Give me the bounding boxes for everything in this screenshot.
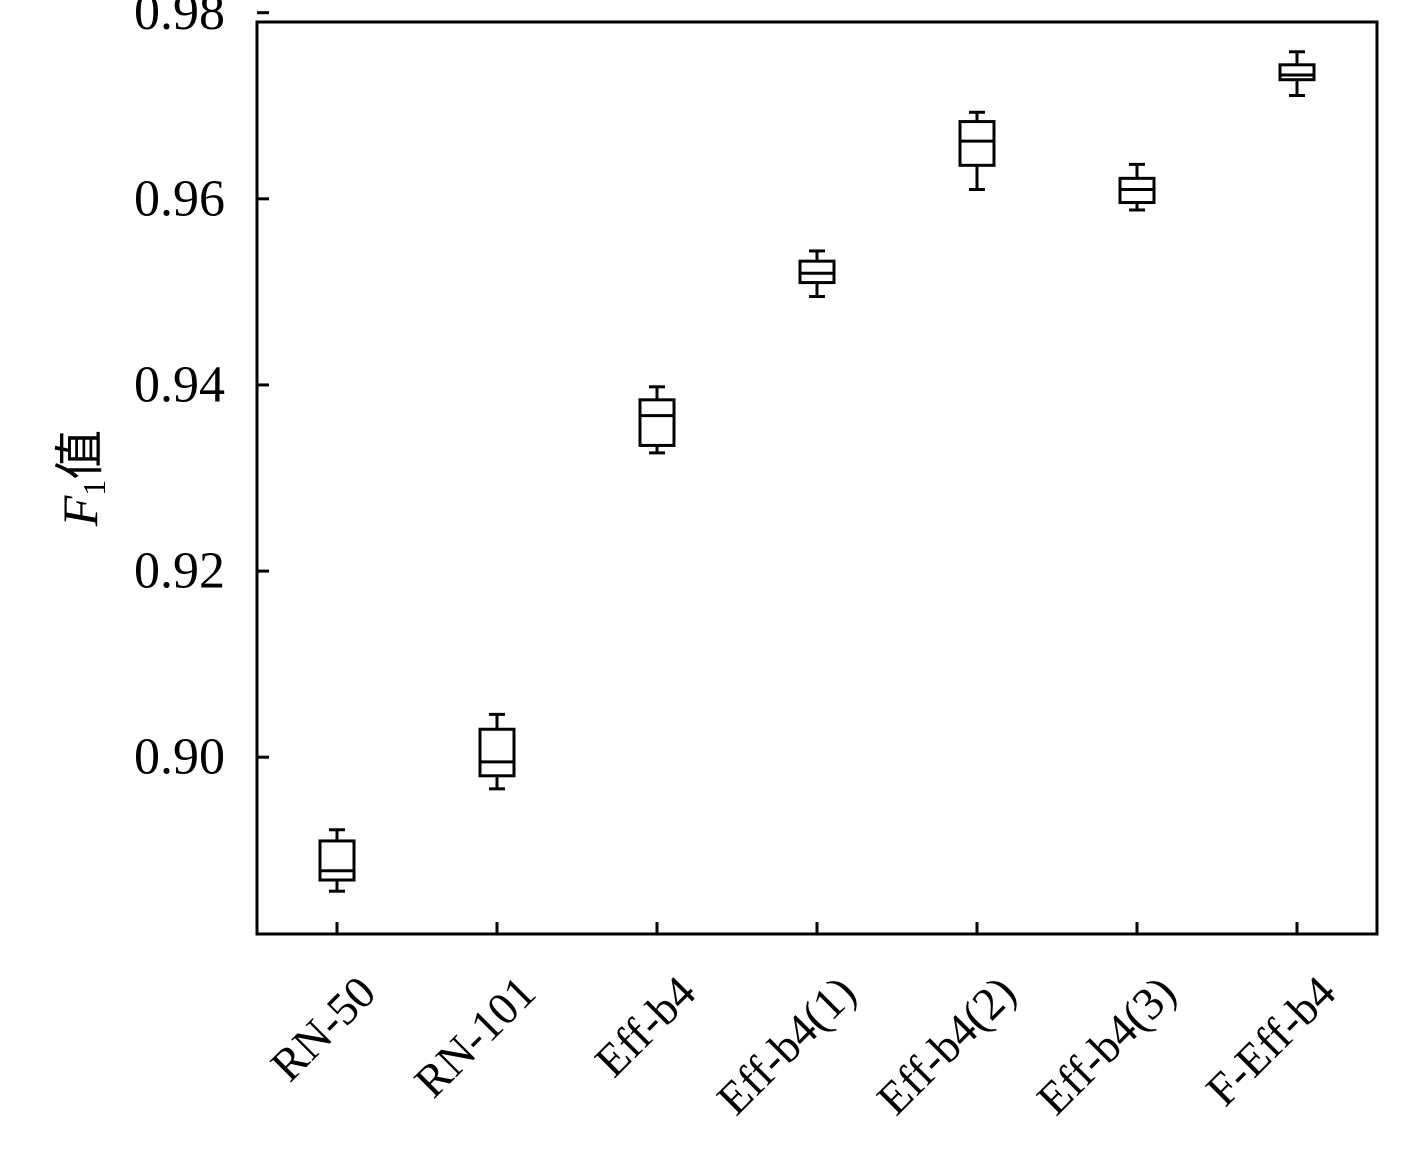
x-tick-label: RN-50	[261, 966, 386, 1091]
x-tick-label: Eff-b4(1)	[707, 966, 865, 1124]
box-4	[798, 249, 836, 299]
box-1	[318, 828, 356, 893]
box-iqr	[1278, 63, 1316, 82]
x-tick-label: Eff-b4(3)	[1027, 966, 1185, 1124]
x-tick-label: Eff-b4	[585, 966, 705, 1086]
box-iqr	[478, 727, 516, 778]
boxes-layer	[318, 50, 1316, 893]
box-2	[478, 712, 516, 791]
box-7	[1278, 50, 1316, 98]
y-tick-label: 0.98	[134, 0, 225, 41]
y-ticks-layer: 0.90 0.92 0.94 0.96 0.98	[134, 0, 269, 786]
box-6	[1118, 162, 1156, 212]
y-tick-label: 0.94	[134, 356, 225, 413]
y-tick-label: 0.92	[134, 543, 225, 600]
box-3	[638, 385, 676, 455]
y-axis-label-main: F	[52, 495, 108, 527]
x-ticks-layer: RN-50 RN-101 Eff-b4 Eff-b4(1) Eff-b4(2) Eff-b…	[261, 922, 1345, 1124]
y-tick-label: 0.90	[134, 729, 225, 786]
x-tick-label: RN-101	[404, 966, 545, 1107]
x-tick-label: Eff-b4(2)	[867, 966, 1025, 1124]
y-axis-label-suffix: 值	[52, 430, 108, 480]
x-tick-label: F-Eff-b4	[1196, 966, 1345, 1115]
box-iqr	[958, 120, 996, 167]
y-axis-label: F1值	[52, 430, 112, 528]
plot-frame	[255, 20, 1379, 936]
box-5	[958, 110, 996, 192]
y-axis-label-subscript: 1	[76, 480, 112, 496]
svg-text:F1值: F1值	[52, 430, 112, 528]
box-iqr	[318, 839, 356, 882]
y-tick-label: 0.96	[134, 170, 225, 227]
box-iqr	[638, 398, 676, 447]
